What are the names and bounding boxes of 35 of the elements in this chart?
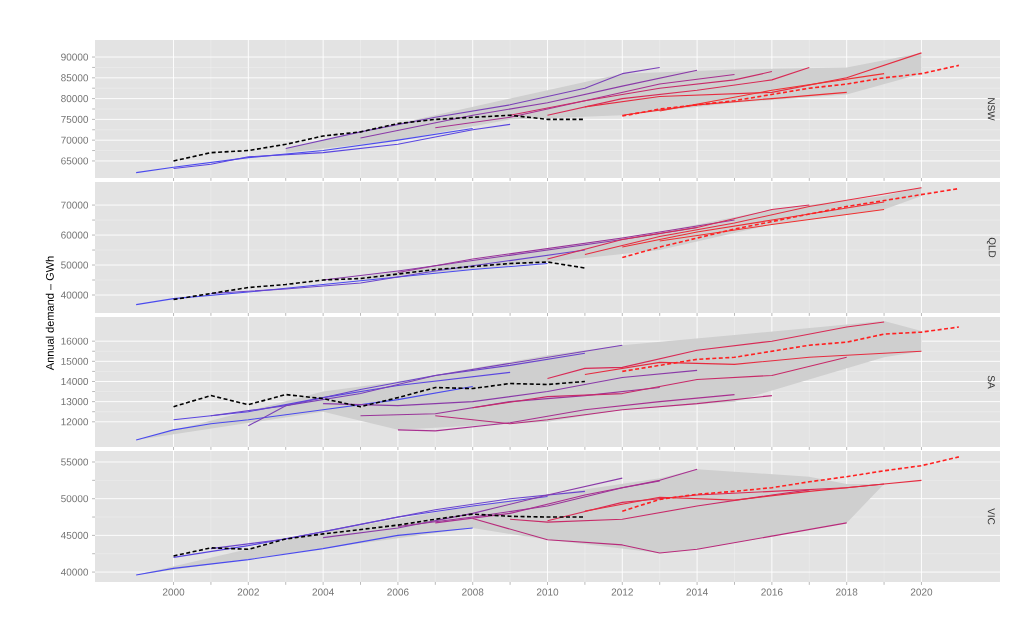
y-tick-label: 50000 bbox=[61, 261, 89, 269]
y-tick-label: 15000 bbox=[61, 357, 89, 365]
y-tick-label: 85000 bbox=[61, 74, 89, 82]
y-tick-label: 14000 bbox=[61, 377, 89, 386]
x-tick-label: 2000 bbox=[162, 588, 185, 596]
x-tick-label: 2008 bbox=[462, 588, 484, 596]
x-tick-label: 2004 bbox=[312, 588, 334, 596]
y-tick-label: 90000 bbox=[61, 53, 89, 61]
x-tick-label: 2018 bbox=[836, 588, 858, 596]
x-tick-label: 2016 bbox=[761, 588, 783, 596]
y-tick-label: 12000 bbox=[61, 418, 89, 426]
y-axis-title: Annual demand – GWh bbox=[45, 256, 54, 371]
x-tick-label: 2010 bbox=[536, 588, 559, 596]
x-tick-label: 2012 bbox=[611, 588, 633, 596]
y-tick-label: 75000 bbox=[61, 115, 89, 123]
x-tick-label: 2014 bbox=[686, 588, 708, 596]
text: VIC bbox=[987, 508, 995, 525]
y-tick-label: 70000 bbox=[61, 136, 89, 144]
y-tick-label: 55000 bbox=[61, 458, 89, 466]
y-tick-label: 40000 bbox=[60, 568, 89, 576]
y-tick-label: 40000 bbox=[60, 291, 89, 299]
y-tick-label: 60000 bbox=[61, 231, 89, 239]
y-tick-label: 65000 bbox=[61, 157, 89, 165]
text: SA bbox=[987, 375, 995, 389]
text: NSW bbox=[987, 98, 995, 121]
x-tick-label: 2006 bbox=[387, 588, 409, 596]
y-tick-label: 80000 bbox=[61, 95, 89, 103]
x-tick-label: 2020 bbox=[910, 588, 933, 596]
y-tick-label: 45000 bbox=[60, 531, 89, 539]
y-tick-label: 13000 bbox=[61, 398, 89, 406]
y-tick-label: 70000 bbox=[61, 201, 89, 209]
y-tick-label: 50000 bbox=[61, 495, 89, 503]
text: QLD bbox=[986, 237, 996, 258]
y-tick-label: 16000 bbox=[61, 337, 89, 345]
x-tick-label: 2002 bbox=[237, 588, 259, 596]
